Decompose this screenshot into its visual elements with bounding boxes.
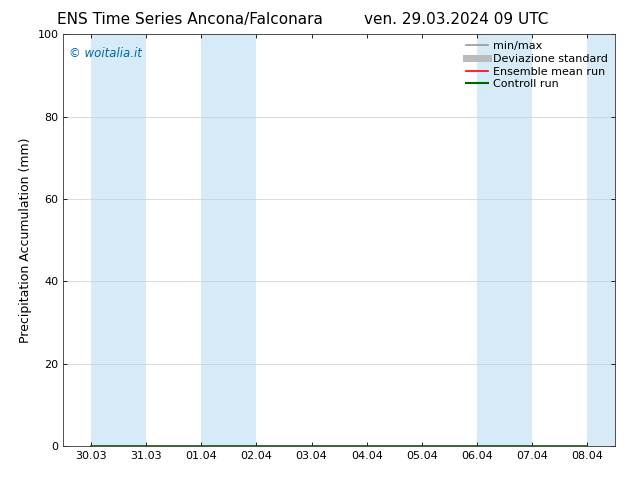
- Legend: min/max, Deviazione standard, Ensemble mean run, Controll run: min/max, Deviazione standard, Ensemble m…: [461, 37, 612, 94]
- Y-axis label: Precipitation Accumulation (mm): Precipitation Accumulation (mm): [19, 137, 32, 343]
- Text: ven. 29.03.2024 09 UTC: ven. 29.03.2024 09 UTC: [365, 12, 548, 27]
- Bar: [477, 34, 533, 446]
- Text: ENS Time Series Ancona/Falconara: ENS Time Series Ancona/Falconara: [57, 12, 323, 27]
- Bar: [588, 34, 615, 446]
- Bar: [91, 34, 146, 446]
- Text: © woitalia.it: © woitalia.it: [69, 47, 142, 60]
- Bar: [202, 34, 256, 446]
